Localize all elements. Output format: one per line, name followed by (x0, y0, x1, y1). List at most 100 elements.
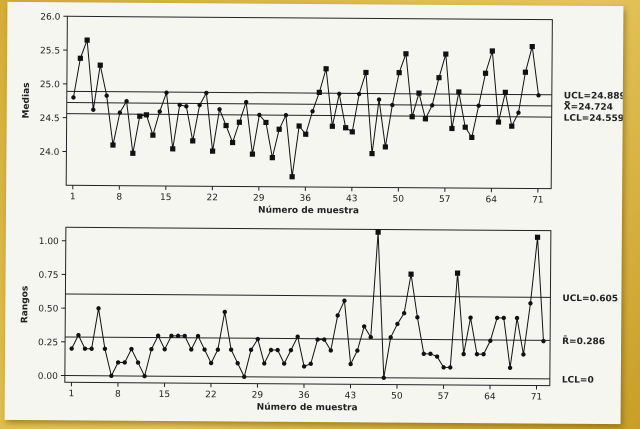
range-chart: Rangos Número de muestra UCL=0.605 R̄=0.… (20, 226, 618, 413)
xbar-point-out (229, 139, 236, 146)
xbar-x-tick-label: 22 (207, 193, 219, 203)
range-point (322, 337, 327, 342)
xbar-point-out (130, 150, 136, 156)
xbar-point-out (303, 131, 309, 137)
xbar-point-out (409, 114, 415, 120)
control-charts: Medias Número de muestra UCL=24.889 X̿=2… (20, 13, 626, 414)
xbar-ucl-line (66, 90, 552, 96)
xbar-point-out (509, 123, 515, 129)
xbar-point-out (369, 150, 375, 157)
range-point (202, 347, 207, 352)
xbar-x-tick-label: 50 (393, 195, 405, 205)
range-x-tick-label: 43 (345, 391, 357, 401)
xbar-point (356, 91, 362, 97)
range-point (228, 347, 234, 352)
range-x-tick-label: 64 (484, 392, 496, 402)
range-point (461, 351, 466, 357)
range-center-label: R̄=0.286 (562, 335, 605, 347)
xbar-x-tick-label: 8 (116, 193, 122, 203)
xbar-point (71, 95, 76, 100)
range-point (288, 347, 294, 353)
range-point (89, 346, 94, 351)
xbar-point-out (529, 43, 535, 50)
range-point-out (454, 270, 461, 276)
range-point (169, 333, 174, 339)
xbar-center-line (66, 102, 552, 107)
range-point (235, 361, 240, 366)
range-point (96, 306, 101, 311)
xbar-y-axis-label: Medias (22, 82, 32, 118)
xbar-point (536, 93, 541, 98)
range-point (162, 347, 167, 352)
xbar-point-out (422, 116, 429, 122)
xbar-point-out (276, 126, 282, 132)
xbar-point (376, 97, 382, 102)
xbar-point (124, 98, 129, 104)
range-point (109, 373, 114, 379)
range-point (514, 315, 520, 321)
range-point (129, 346, 134, 352)
xbar-chart: Medias Número de muestra UCL=24.889 X̿=2… (22, 13, 626, 217)
xbar-point-out (137, 113, 143, 119)
xbar-point-out (143, 112, 150, 118)
range-point (434, 354, 440, 359)
range-point (428, 351, 433, 357)
xbar-point (91, 107, 96, 112)
xbar-point-out (263, 119, 269, 126)
xbar-point-out (249, 151, 256, 157)
xbar-series-line (72, 39, 540, 177)
range-x-tick-label: 15 (159, 390, 171, 400)
range-point (328, 348, 333, 353)
range-x-tick-label: 22 (205, 390, 217, 400)
xbar-point-out (209, 148, 216, 154)
range-point (481, 351, 486, 357)
xbar-point-out (456, 89, 462, 95)
range-point (315, 337, 320, 342)
xbar-x-tick-label: 71 (532, 196, 544, 206)
range-point (474, 351, 480, 357)
range-plot-frame (64, 226, 552, 387)
xbar-y-tick-label: 24.0 (39, 148, 59, 158)
xbar-point-out (110, 142, 116, 148)
xbar-point (390, 102, 395, 108)
xbar-point (476, 103, 481, 108)
range-point (368, 335, 373, 340)
xbar-point-out (416, 90, 422, 96)
range-point (248, 347, 254, 353)
xbar-x-tick-label: 29 (253, 194, 265, 204)
xbar-center-label: X̿=24.724 (564, 101, 613, 113)
xbar-point (177, 102, 182, 108)
range-lcl-label: LCL=0 (562, 375, 594, 385)
xbar-point-out (77, 55, 83, 61)
xbar-point-out (97, 62, 103, 68)
xbar-point-out (489, 48, 495, 54)
xbar-point-out (462, 124, 468, 130)
xbar-point-out (170, 146, 176, 152)
range-point (182, 333, 187, 339)
range-lcl-line (64, 375, 550, 380)
range-y-tick-label: 0.00 (38, 372, 58, 382)
range-point (501, 315, 506, 321)
range-point (401, 310, 407, 316)
range-point (268, 347, 274, 353)
range-y-tick-label: 0.75 (38, 271, 58, 281)
range-point (488, 338, 493, 343)
range-point (521, 352, 526, 357)
range-point (195, 333, 201, 339)
xbar-point-out (150, 132, 156, 138)
xbar-y-tick-label: 25.0 (40, 80, 60, 90)
range-point (115, 360, 121, 365)
range-point (421, 351, 426, 356)
range-point (381, 375, 386, 380)
xbar-point (164, 90, 169, 95)
range-x-tick-label: 71 (531, 393, 543, 403)
xbar-point-out (382, 144, 388, 150)
xbar-x-tick-label: 1 (70, 192, 76, 202)
xbar-point-out (349, 129, 355, 135)
xbar-point-out (443, 51, 449, 57)
range-point (222, 309, 227, 315)
xbar-point-out (522, 69, 529, 75)
range-point (528, 301, 533, 306)
range-point-out (375, 229, 381, 235)
xbar-point-out (223, 122, 229, 129)
